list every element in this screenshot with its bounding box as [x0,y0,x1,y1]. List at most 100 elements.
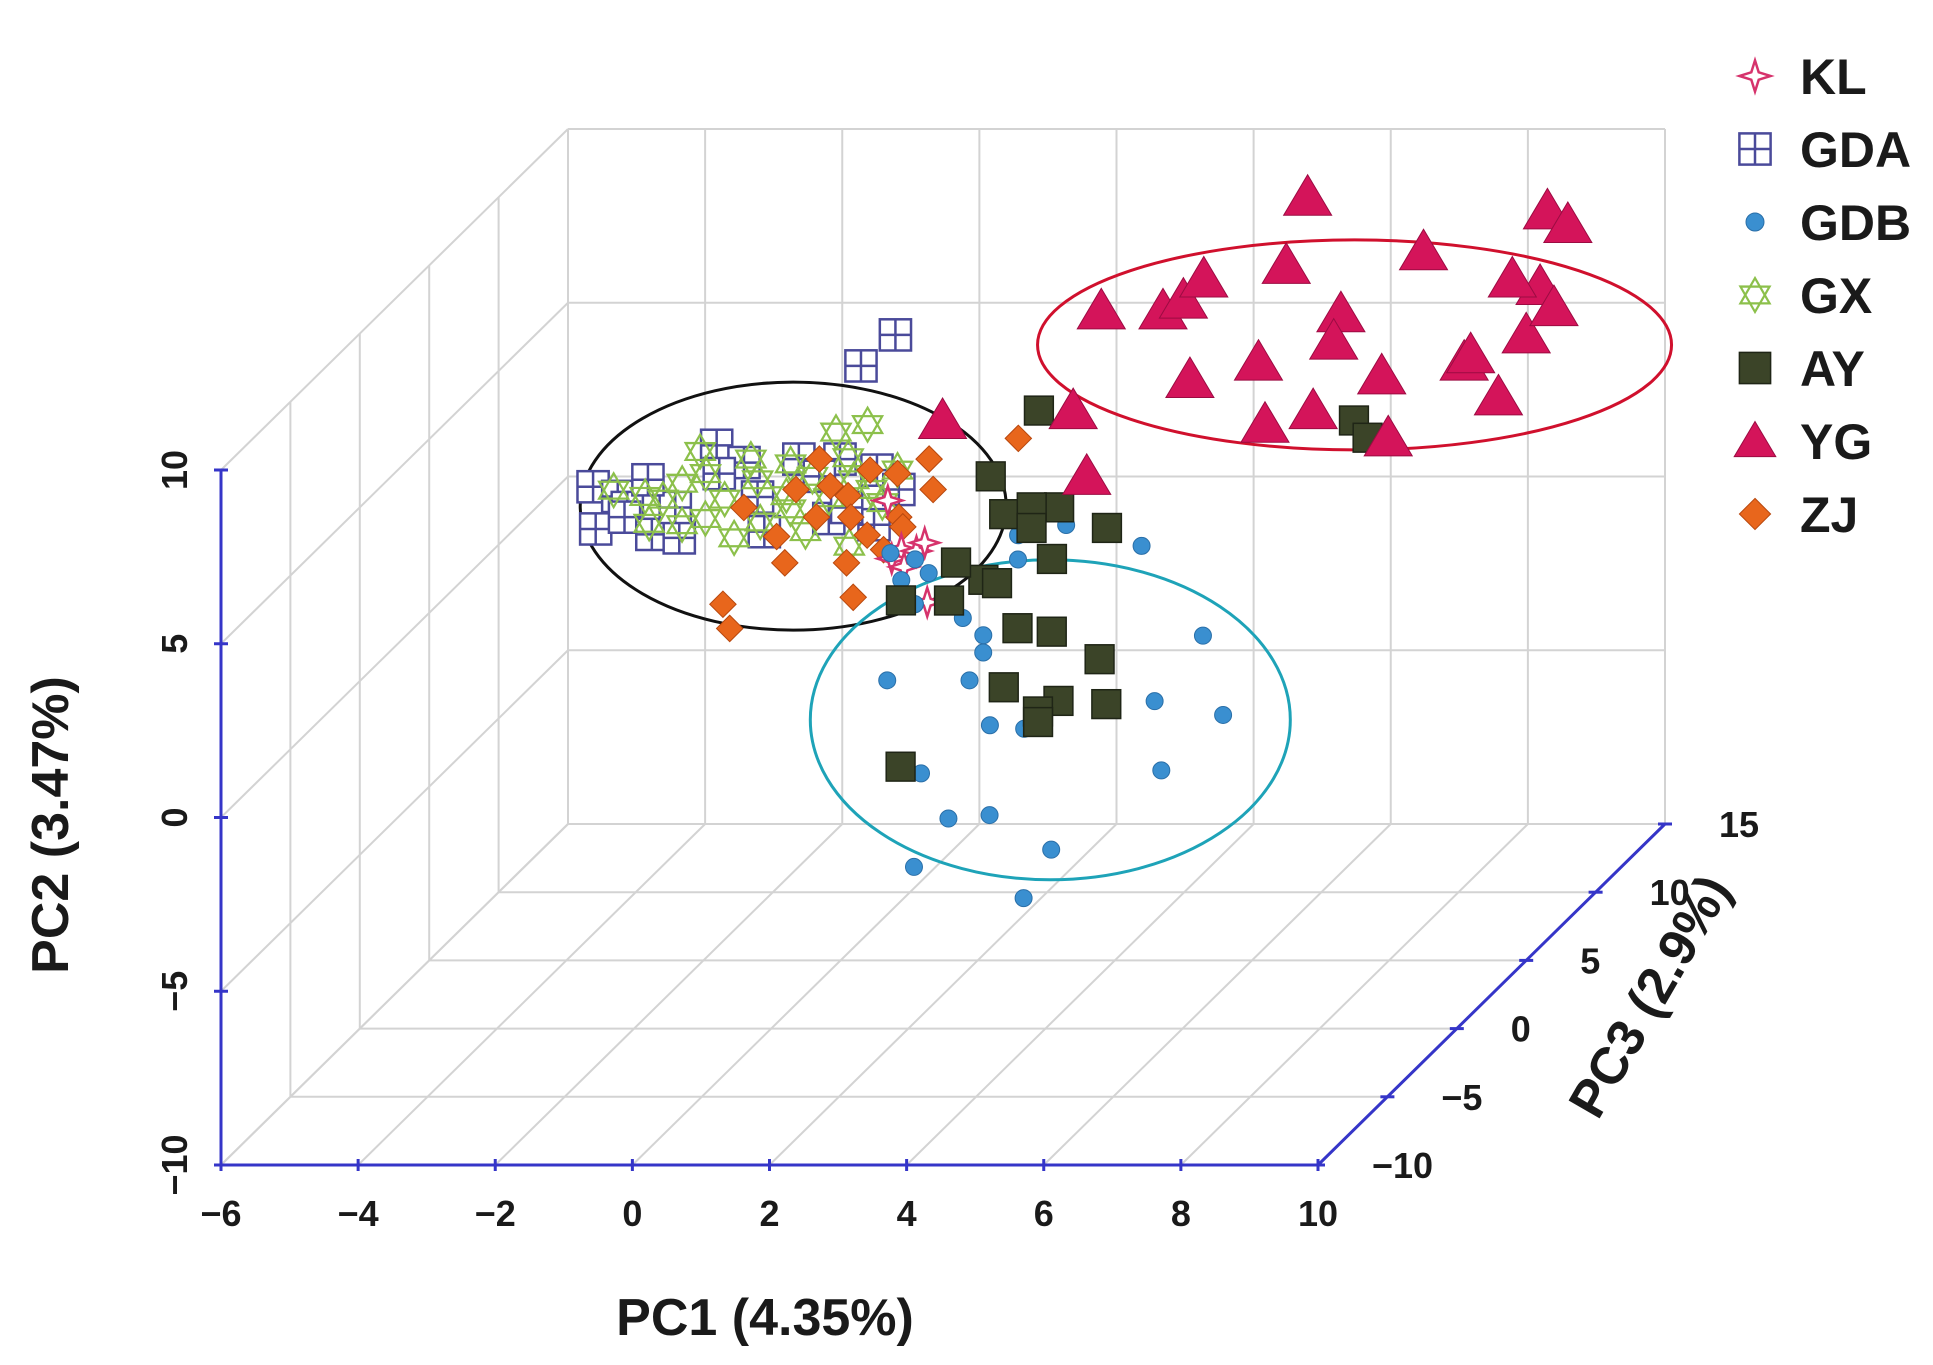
data-point [906,550,925,569]
data-point [988,672,1019,703]
data-point [1023,395,1055,426]
data-point [802,503,831,532]
legend-item-gx: GX [1738,268,1872,324]
data-point [1308,317,1359,360]
legend-item-gda: GDA [1738,122,1911,178]
data-point [1240,400,1290,443]
data-point [878,671,897,690]
legend-label: GX [1800,268,1872,324]
gridline [1043,823,1392,1166]
x-tick-label: 0 [622,1193,642,1234]
gridline [631,823,981,1166]
gridline [220,823,569,1166]
data-point [1009,550,1027,569]
x-tick-label: 6 [1034,1193,1054,1234]
y-tick-label: 10 [154,450,195,490]
data-point [632,504,666,543]
y-tick-label: −10 [154,1134,195,1195]
z-tick-label: 5 [1580,940,1600,981]
data-point [1282,173,1333,216]
legend-label: ZJ [1800,487,1858,543]
gridline [220,302,569,645]
legend-label: AY [1800,341,1865,397]
legend-marker [1738,351,1772,385]
data-point [1036,543,1068,575]
cluster-ellipses [578,238,1674,882]
gridline [1180,823,1529,1166]
legend-item-gdb: GDB [1745,195,1911,251]
legend-label: GDA [1800,122,1911,178]
data-point [1363,414,1414,457]
data-point [980,806,999,825]
data-point [853,521,882,550]
z-tick-label: 10 [1650,872,1690,913]
data-point [832,548,861,577]
x-tick-label: 4 [897,1193,917,1234]
data-point [960,671,979,690]
data-point [1043,492,1075,523]
data-point [940,547,972,578]
data-point [919,564,938,583]
data-point [981,568,1013,599]
data-point [1061,452,1112,495]
data-point [717,518,751,557]
data-point [904,857,923,876]
data-point [883,459,912,488]
legend-item-ay: AY [1738,341,1865,397]
legend-marker [1735,56,1775,96]
data-point [816,472,845,500]
data-point [1316,290,1366,333]
legend-item-kl: KL [1735,49,1867,105]
series-zj [709,424,1033,643]
legend-marker [1738,132,1772,166]
data-point [1152,761,1171,780]
legend-item-zj: ZJ [1738,487,1858,543]
data-point [709,590,737,619]
data-point [683,432,717,471]
legend-label: YG [1800,414,1872,470]
data-point [1356,352,1407,395]
data-point [974,626,993,645]
data-point [1445,331,1496,374]
data-point [989,499,1020,530]
data-point [1501,311,1552,354]
data-point [1091,688,1122,720]
data-point [782,475,810,504]
data-point [665,464,699,503]
data-point [1076,287,1127,330]
data-point [939,809,958,828]
data-point [1014,889,1033,908]
legend-label: GDB [1800,195,1911,251]
data-point [851,405,885,444]
series-ay [885,395,1383,782]
data-point [788,512,822,551]
data-point [1158,276,1209,319]
data-point [974,643,993,662]
gridline [494,823,843,1166]
data-point [770,548,799,577]
data-point [1091,512,1123,544]
data-point [819,413,853,452]
y-tick-label: 5 [154,634,195,654]
data-point [856,456,885,485]
legend-item-yg: YG [1733,414,1872,470]
gridline [357,823,706,1166]
data-point [1178,255,1229,298]
series-yg [917,173,1593,495]
data-point [980,716,999,735]
data-point [646,480,680,519]
z-tick-label: 15 [1719,804,1759,845]
data-point [1048,387,1099,430]
data-point [743,502,777,542]
z-tick-label: −5 [1441,1077,1482,1118]
data-points [576,173,1593,908]
data-point [1529,284,1579,327]
gridline [768,823,1118,1166]
gridline [220,649,569,992]
data-point [1036,616,1067,647]
data-point [1132,536,1151,555]
grid-layer [220,128,1666,1166]
gridline [220,128,569,471]
data-point [915,445,944,473]
data-point [1004,424,1033,453]
